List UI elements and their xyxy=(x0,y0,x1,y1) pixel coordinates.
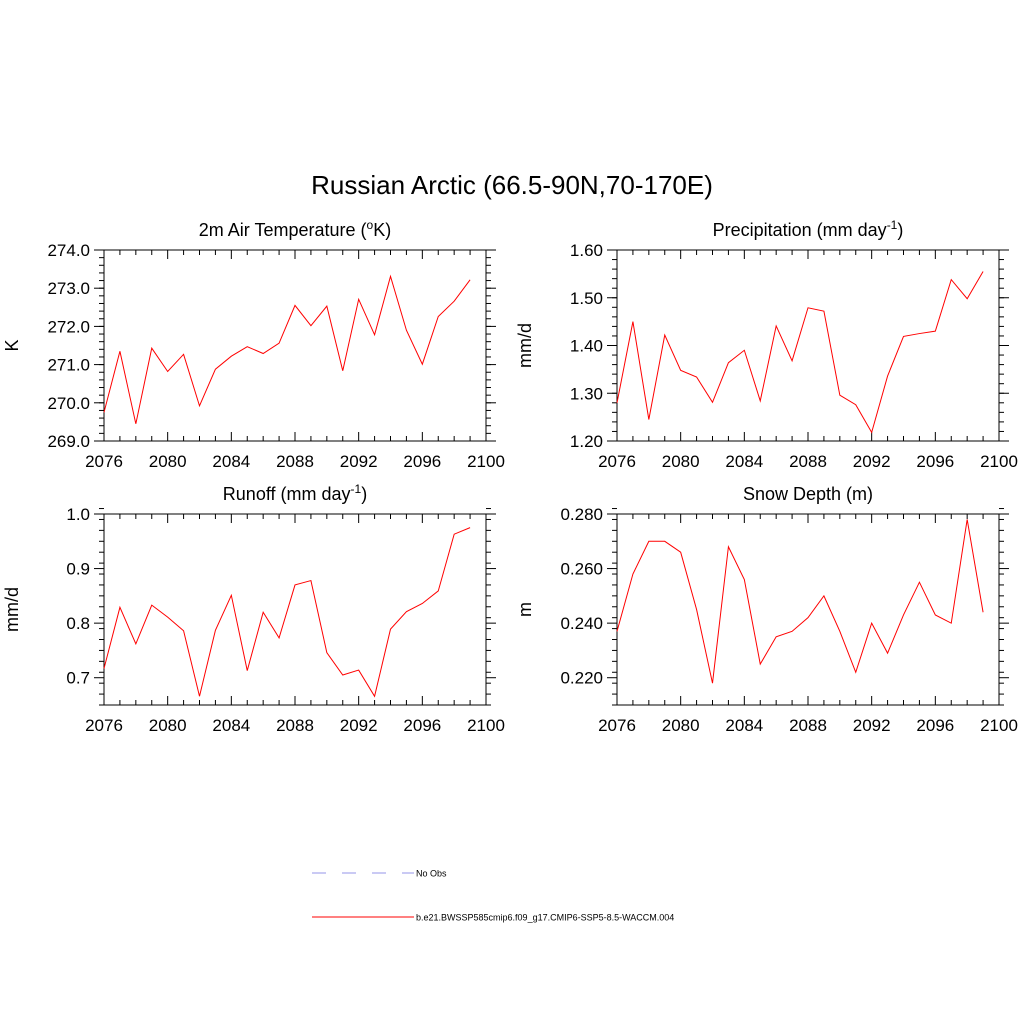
y-tick-label: 1.30 xyxy=(570,384,603,403)
x-tick-label: 2088 xyxy=(276,452,314,471)
x-tick-label: 2096 xyxy=(916,452,954,471)
panel-air-temperature: 2m Air Temperature (oK) 2076 2080 2084 2088 2… xyxy=(2,218,505,471)
legend: No Obs b.e21.BWSSP585cmip6.f09_g17.CMIP6… xyxy=(312,869,674,923)
x-tick-label: 2084 xyxy=(212,716,250,735)
panel-title: Runoff (mm day-1) xyxy=(223,482,367,504)
y-tick-label: 1.20 xyxy=(570,432,603,451)
y-tick-label: 0.220 xyxy=(560,669,603,688)
x-tick-label: 2100 xyxy=(980,716,1018,735)
y-tick-label: 0.260 xyxy=(560,560,603,579)
y-axis-label: m xyxy=(515,602,535,617)
x-tick-label: 2100 xyxy=(467,716,505,735)
x-tick-label: 2100 xyxy=(467,452,505,471)
y-tick-label: 272.0 xyxy=(47,317,90,336)
panel-snow-depth: Snow Depth (m) 2076 2080 2084 2088 2092 2096 21… xyxy=(515,484,1018,735)
figure-title: Russian Arctic (66.5-90N,70-170E) xyxy=(311,170,713,200)
x-tick-label: 2096 xyxy=(916,716,954,735)
legend-label-model: b.e21.BWSSP585cmip6.f09_g17.CMIP6-SSP5-8… xyxy=(416,913,674,923)
panels: 2m Air Temperature (oK) 2076 2080 2084 2088 2… xyxy=(2,218,1018,735)
panel-title: 2m Air Temperature (oK) xyxy=(199,218,391,240)
x-tick-label: 2096 xyxy=(403,452,441,471)
x-tick-label: 2088 xyxy=(276,716,314,735)
series-line-snow-depth xyxy=(616,519,984,684)
x-tick-label: 2080 xyxy=(149,716,187,735)
panel-title: Snow Depth (m) xyxy=(743,484,873,504)
y-tick-label: 0.280 xyxy=(560,505,603,524)
x-tick-label: 2084 xyxy=(212,452,250,471)
y-tick-label: 269.0 xyxy=(47,432,90,451)
x-tick-label: 2084 xyxy=(725,452,763,471)
y-axis-label: mm/d xyxy=(2,587,22,632)
series-line-precipitation xyxy=(616,271,984,434)
y-tick-label: 1.40 xyxy=(570,337,603,356)
x-tick-label: 2092 xyxy=(853,716,891,735)
x-tick-label: 2088 xyxy=(789,452,827,471)
y-tick-label: 1.60 xyxy=(570,241,603,260)
x-tick-label: 2084 xyxy=(725,716,763,735)
x-tick-label: 2088 xyxy=(789,716,827,735)
panel-precipitation: Precipitation (mm day-1) 2076 2080 2084 2088… xyxy=(515,218,1018,471)
x-tick-label: 2092 xyxy=(340,452,378,471)
y-tick-label: 0.7 xyxy=(66,669,90,688)
y-tick-label: 0.240 xyxy=(560,614,603,633)
y-tick-label: 271.0 xyxy=(47,356,90,375)
x-tick-label: 2096 xyxy=(403,716,441,735)
y-tick-label: 270.0 xyxy=(47,394,90,413)
y-tick-label: 1.0 xyxy=(66,505,90,524)
x-tick-label: 2092 xyxy=(340,716,378,735)
panel-runoff: Runoff (mm day-1) 2076 2080 2084 2088 2092 209… xyxy=(2,482,505,735)
series-line-runoff xyxy=(103,527,471,698)
panel-title: Precipitation (mm day-1) xyxy=(713,218,904,240)
y-tick-label: 0.8 xyxy=(66,614,90,633)
x-tick-label: 2080 xyxy=(149,452,187,471)
legend-label-no-obs: No Obs xyxy=(416,869,447,879)
y-tick-label: 0.9 xyxy=(66,560,90,579)
y-tick-label: 1.50 xyxy=(570,289,603,308)
y-tick-label: 274.0 xyxy=(47,241,90,260)
x-tick-label: 2080 xyxy=(662,452,700,471)
y-axis-label: K xyxy=(2,339,22,351)
series-line-air-temperature xyxy=(103,274,471,424)
y-axis-label: mm/d xyxy=(515,323,535,368)
x-tick-label: 2092 xyxy=(853,452,891,471)
x-tick-label: 2076 xyxy=(85,716,123,735)
y-tick-label: 273.0 xyxy=(47,279,90,298)
x-tick-label: 2076 xyxy=(598,716,636,735)
x-tick-label: 2076 xyxy=(598,452,636,471)
x-tick-label: 2076 xyxy=(85,452,123,471)
x-tick-label: 2100 xyxy=(980,452,1018,471)
x-tick-label: 2080 xyxy=(662,716,700,735)
